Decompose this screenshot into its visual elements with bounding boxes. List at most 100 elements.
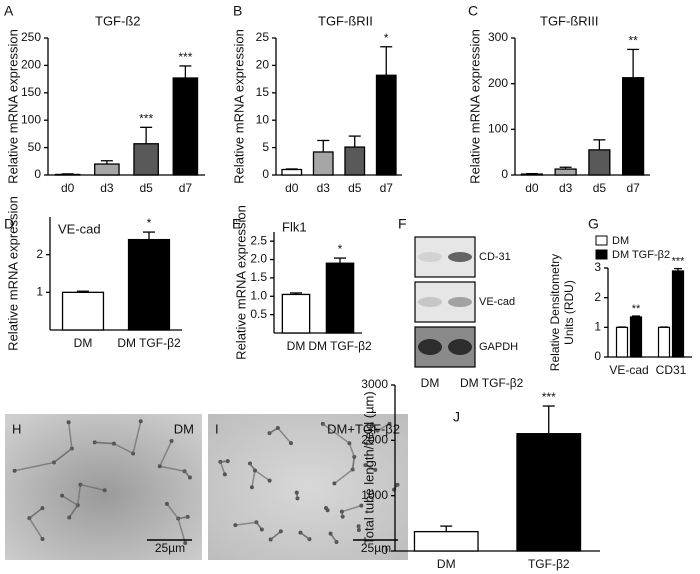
y-tick-label: 1.0	[250, 288, 267, 302]
y-tick-label: 1	[36, 285, 43, 299]
bar	[172, 77, 199, 176]
y-tick-label: 2000	[361, 433, 388, 447]
cell-network	[177, 518, 186, 544]
y-tick-label: 1	[594, 320, 601, 334]
panel-letter: A	[4, 3, 14, 19]
cell-network	[270, 530, 282, 541]
significance: ***	[672, 255, 686, 267]
blot-band	[418, 252, 442, 262]
cell-network	[333, 468, 354, 485]
y-tick-label: 3000	[361, 377, 388, 391]
y-tick-label: 0	[262, 167, 269, 181]
cell-network	[251, 470, 256, 488]
band-label: GAPDH	[479, 341, 518, 353]
category-label: d7	[179, 181, 193, 195]
micrograph	[208, 414, 408, 560]
bar	[94, 163, 120, 176]
error-bar	[77, 290, 89, 293]
cell	[332, 481, 337, 486]
cell	[373, 467, 378, 472]
error-bar	[290, 292, 302, 295]
cell-network	[166, 503, 179, 520]
cell	[169, 439, 174, 444]
cell-network	[377, 423, 390, 432]
y-tick-label: 1000	[361, 488, 388, 502]
panel-letter: B	[233, 3, 242, 19]
error-bar	[285, 168, 298, 170]
cell	[395, 482, 400, 487]
y-tick-label: 5	[262, 140, 269, 154]
y-tick-label: 0	[381, 543, 388, 557]
cell	[164, 501, 169, 506]
lane-label: DM TGF-β2	[460, 376, 524, 390]
panel-letter: C	[468, 3, 478, 19]
significance: **	[628, 34, 638, 48]
cell-network	[159, 440, 173, 467]
cell	[298, 530, 303, 535]
cell	[249, 485, 254, 490]
panel-title: Flk1	[282, 219, 307, 234]
error-bar	[674, 267, 682, 271]
category-label: d5	[593, 181, 607, 195]
image-area	[5, 414, 202, 560]
legend-swatch	[595, 235, 608, 246]
cell	[252, 468, 257, 473]
y-tick-label: 15	[256, 85, 270, 99]
category-label: TGF-β2	[528, 557, 570, 571]
panel-letter: I	[215, 421, 219, 436]
bar	[281, 293, 311, 334]
bar	[312, 151, 334, 176]
legend-label: DM TGF-β2	[612, 249, 670, 261]
cell-network	[159, 465, 185, 472]
bar	[657, 326, 671, 358]
y-tick-label: 3	[594, 260, 601, 274]
cell	[275, 425, 280, 430]
y-axis-label: Relative mRNA expression	[5, 29, 20, 184]
bar	[375, 74, 397, 176]
category-label: DM TGF-β2	[308, 339, 372, 353]
bar	[615, 326, 629, 358]
error-bar	[559, 166, 572, 170]
category-label: d0	[61, 181, 75, 195]
y-tick-label: 150	[21, 85, 41, 99]
category-label: DM	[287, 339, 306, 353]
error-bar	[593, 139, 606, 150]
cell-network	[76, 484, 82, 506]
cell-network	[14, 461, 55, 472]
cell-network	[132, 421, 142, 454]
bar	[413, 530, 479, 552]
y-axis-label: Relative mRNA expression	[231, 29, 246, 184]
cell	[138, 419, 143, 424]
category-label: d7	[380, 181, 394, 195]
panel-title: TGF-ßRII	[318, 13, 373, 28]
cell	[356, 528, 361, 533]
y-axis-label: Relative mRNA expression	[5, 196, 20, 351]
category-label: d3	[317, 181, 331, 195]
category-label: d3	[100, 181, 114, 195]
category-label: d0	[525, 181, 539, 195]
error-bar	[143, 231, 155, 240]
cell	[320, 421, 325, 426]
y-tick-label: 0	[501, 167, 508, 181]
bar	[554, 168, 577, 176]
cell-network	[61, 495, 79, 506]
y-tick-label: 200	[21, 58, 41, 72]
cell-network	[254, 469, 271, 482]
cell-network	[113, 442, 134, 455]
category-label: VE-cad	[609, 363, 648, 377]
error-bar	[317, 139, 330, 152]
error-bar	[627, 48, 640, 78]
image-label: DM+TGF-β2	[327, 421, 400, 436]
panel-letter: H	[12, 421, 21, 436]
cell-network	[67, 422, 73, 449]
y-tick-label: 2	[36, 247, 43, 261]
cell	[187, 475, 192, 480]
cell	[60, 493, 65, 498]
category-label: d7	[626, 181, 640, 195]
y-tick-label: 2	[594, 290, 601, 304]
y-tick-label: 0	[594, 349, 601, 363]
y-tick-label: 20	[256, 58, 270, 72]
cell	[40, 536, 45, 541]
band-label: VE-cad	[479, 296, 515, 308]
